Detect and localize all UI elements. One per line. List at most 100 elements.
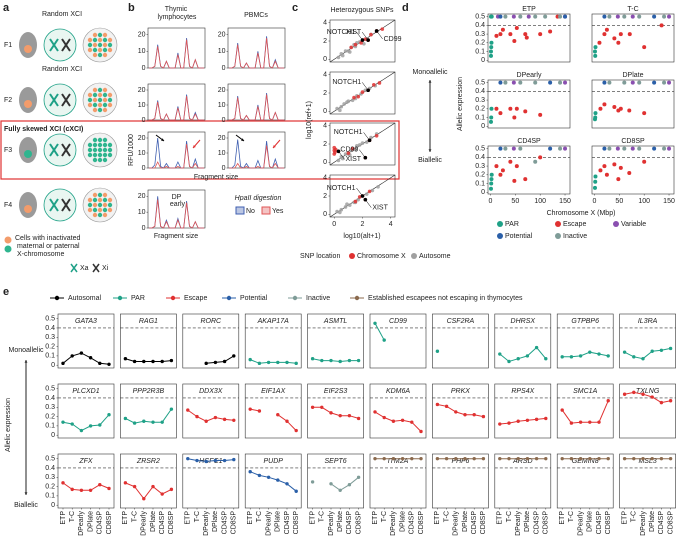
x-tick-label: DPearly: [390, 511, 397, 536]
point: [107, 413, 111, 417]
point: [563, 80, 568, 85]
point: [410, 456, 414, 461]
point: [622, 392, 627, 396]
point: [523, 177, 528, 182]
bottom-label: Biallelic: [14, 502, 38, 509]
decoration: [97, 97, 103, 103]
point: [364, 192, 369, 196]
plot-frame: [494, 383, 552, 439]
point: [489, 177, 494, 182]
point: [88, 356, 93, 360]
plot-frame: [487, 79, 571, 129]
y-tick-label: 0.3: [475, 31, 485, 38]
point: [597, 40, 602, 45]
point: [514, 164, 519, 169]
point: [248, 469, 252, 474]
trace: [229, 92, 284, 121]
point: [481, 414, 486, 419]
point: [632, 390, 636, 395]
panel-title: RORC: [200, 318, 222, 325]
point: [132, 484, 137, 489]
y-tick-label: 0: [323, 108, 327, 115]
point: [668, 346, 673, 351]
point: [186, 408, 190, 412]
point: [627, 171, 632, 176]
decoration: [428, 80, 432, 83]
plot-frame: [244, 313, 302, 369]
point: [374, 133, 379, 138]
point: [593, 45, 598, 50]
point: [641, 356, 645, 361]
column-title: Thymic lymphocytes: [156, 6, 197, 21]
point: [107, 362, 111, 366]
point: [151, 359, 155, 364]
y-tick-label: 0: [222, 165, 226, 172]
y-tick-label: 0.5: [45, 455, 55, 462]
decoration: [4, 245, 12, 253]
y-tick-label: 0.5: [475, 145, 485, 152]
x-tick-label: DPlate: [399, 511, 406, 532]
decoration: [0, 120, 400, 180]
decoration: [61, 38, 71, 52]
point: [444, 456, 449, 461]
legend-text: Yes: [272, 208, 284, 215]
point: [578, 420, 583, 424]
decoration: [376, 30, 383, 40]
point: [369, 32, 373, 37]
panel-title: EIF2S3: [324, 388, 347, 395]
decoration: [92, 152, 98, 158]
panel-title: CD4SP: [517, 138, 541, 145]
x-tick-label: CD8SP: [605, 511, 612, 535]
y-tick-label: 10: [138, 150, 146, 157]
point: [659, 400, 664, 405]
point: [347, 483, 352, 487]
y-tick-label: 20: [218, 135, 226, 142]
decoration: [97, 52, 103, 58]
decoration: [102, 97, 108, 103]
point: [606, 399, 610, 403]
point: [320, 358, 324, 363]
y-tick-label: 0: [142, 225, 146, 232]
y-tick-label: 0.5: [45, 385, 55, 392]
point: [151, 484, 155, 489]
point: [335, 106, 339, 111]
point: [353, 147, 358, 152]
point: [489, 45, 494, 50]
decoration: [107, 102, 113, 108]
x-tick-label: CD4SP: [97, 511, 104, 535]
x-tick-label: 0: [332, 221, 336, 228]
series-line: [312, 358, 359, 363]
point: [123, 481, 128, 485]
point: [204, 459, 208, 464]
plot-frame: [487, 145, 571, 195]
point: [588, 456, 592, 461]
panel-title: SEPT6: [325, 458, 347, 465]
point: [343, 152, 348, 156]
series-line: [330, 476, 359, 491]
point: [548, 29, 553, 34]
point: [622, 350, 627, 354]
y-tick-label: 10: [218, 48, 226, 55]
point: [632, 456, 636, 461]
point: [607, 14, 612, 19]
plot-frame: [556, 383, 614, 439]
point: [454, 410, 458, 414]
point: [500, 168, 505, 173]
point: [642, 159, 647, 164]
point: [370, 188, 375, 193]
point: [612, 36, 617, 41]
point: [618, 32, 623, 37]
point: [508, 159, 513, 164]
point: [339, 207, 344, 212]
point: [276, 360, 280, 365]
point: [612, 162, 617, 167]
decoration: [24, 492, 28, 495]
decoration: [107, 92, 113, 98]
row-label: F1: [4, 42, 12, 49]
point: [607, 80, 612, 85]
point: [593, 174, 598, 179]
row-label: F4: [4, 202, 12, 209]
series-line: [187, 409, 234, 422]
annotation: XIST: [345, 156, 361, 163]
point: [355, 144, 359, 148]
